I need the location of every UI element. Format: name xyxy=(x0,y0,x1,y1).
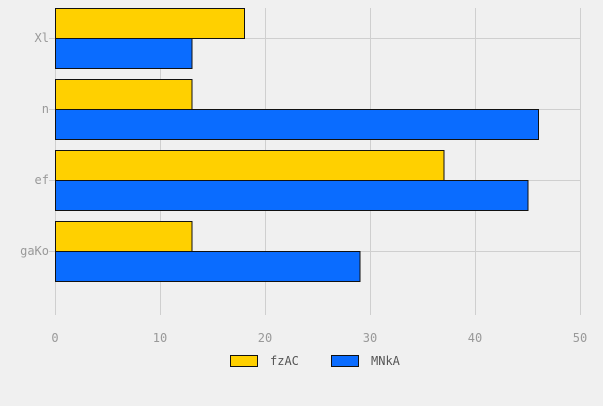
bar-MNkA-Xl xyxy=(55,38,193,69)
legend: fzAC MNkA xyxy=(230,354,401,368)
y-tick-label: ef xyxy=(35,173,49,187)
bar-MNkA-gaKo xyxy=(55,251,361,282)
y-tick-label: n xyxy=(42,102,49,116)
x-tick-label: 30 xyxy=(363,331,377,345)
legend-swatch-fzAC xyxy=(230,355,258,367)
bar-fzAC-Xl xyxy=(55,8,245,39)
x-tick-label: 50 xyxy=(573,331,587,345)
x-tick-label: 10 xyxy=(153,331,167,345)
y-tick-label: gaKo xyxy=(20,244,49,258)
bar-fzAC-gaKo xyxy=(55,221,193,252)
bar-MNkA-n xyxy=(55,109,539,140)
y-tick-label: Xl xyxy=(35,31,49,45)
x-tick-label: 40 xyxy=(468,331,482,345)
legend-swatch-MNkA xyxy=(331,355,359,367)
x-tick-label: 20 xyxy=(258,331,272,345)
legend-label-MNkA: MNkA xyxy=(371,354,401,368)
legend-label-fzAC: fzAC xyxy=(270,354,299,368)
y-axis-labels: Xl n ef gaKo xyxy=(20,31,49,258)
bar-MNkA-ef xyxy=(55,180,529,211)
bar-fzAC-ef xyxy=(55,150,445,181)
x-tick-label: 0 xyxy=(51,331,58,345)
bar-fzAC-n xyxy=(55,79,193,110)
x-axis-labels: 0 10 20 30 40 50 xyxy=(51,331,587,345)
bars xyxy=(55,8,539,282)
